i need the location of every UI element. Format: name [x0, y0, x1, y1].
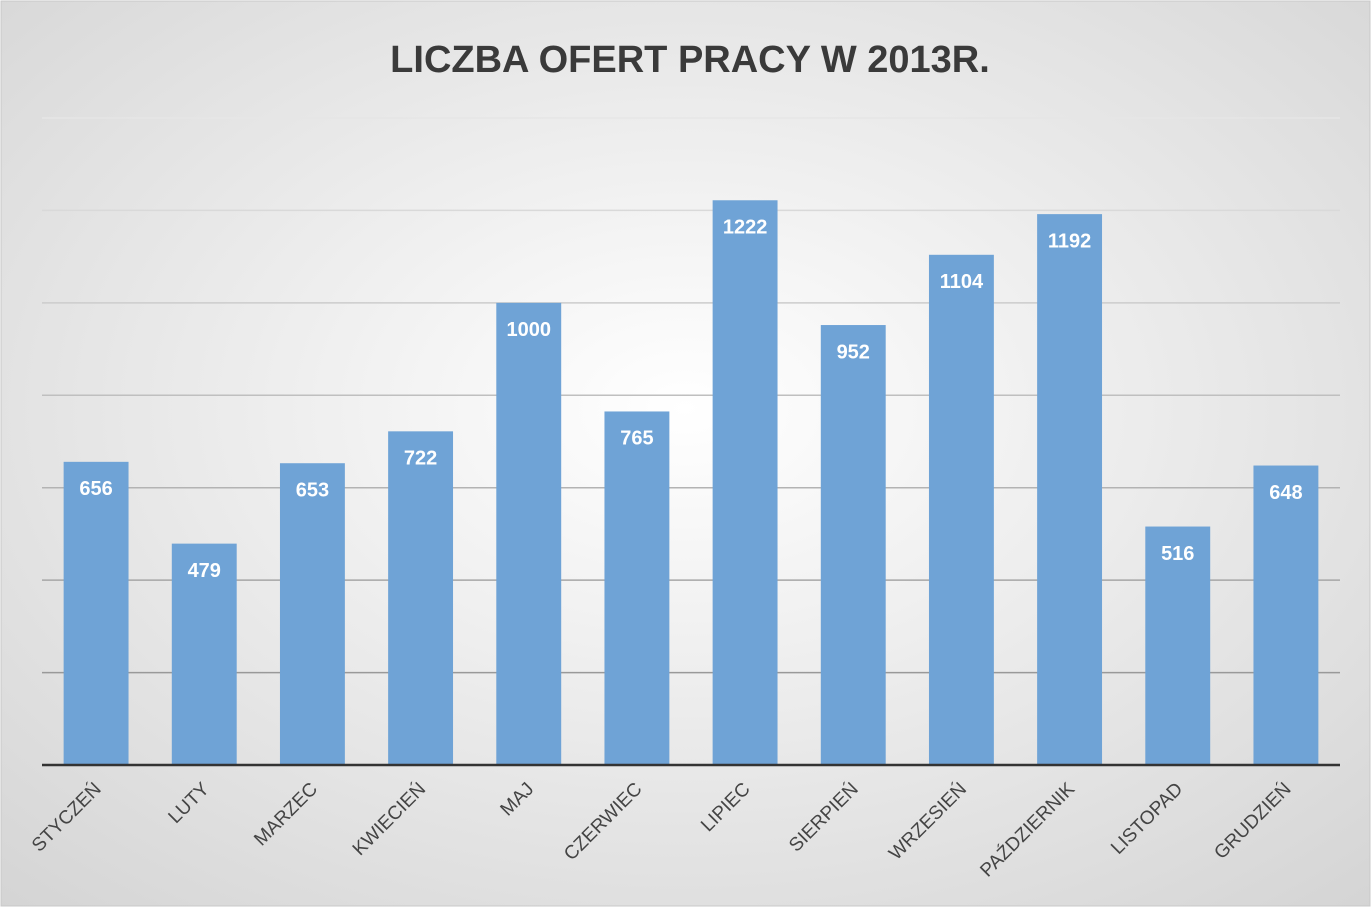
data-label: 722 — [404, 448, 437, 470]
bar — [604, 411, 670, 765]
bar — [712, 200, 778, 766]
data-label: 1000 — [507, 319, 552, 341]
bar — [388, 431, 454, 765]
bar — [928, 254, 994, 765]
data-label: 516 — [1161, 543, 1194, 565]
data-label: 952 — [837, 341, 870, 363]
bar — [1037, 214, 1103, 765]
data-label: 479 — [188, 560, 221, 582]
bar — [171, 543, 237, 765]
data-label: 1222 — [723, 217, 768, 239]
data-label: 648 — [1269, 482, 1302, 504]
bar — [1145, 526, 1211, 765]
chart-title: LICZBA OFERT PRACY W 2013R. — [390, 39, 990, 81]
bar — [1253, 465, 1319, 765]
data-label: 1192 — [1048, 230, 1091, 252]
data-label: 653 — [296, 480, 329, 502]
bar — [496, 302, 562, 765]
data-label: 1104 — [940, 271, 984, 293]
data-label: 765 — [620, 428, 653, 450]
data-label: 656 — [79, 478, 112, 500]
bar — [279, 463, 345, 765]
bar — [820, 325, 886, 765]
bar — [63, 461, 129, 765]
